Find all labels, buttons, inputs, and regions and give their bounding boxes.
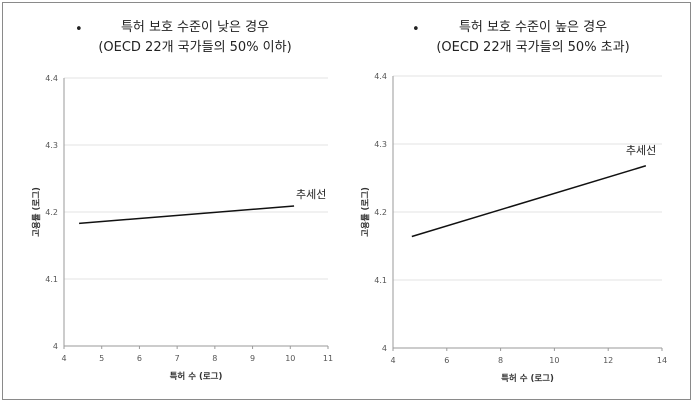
right-y-axis-label: 고용률 (로그)	[360, 187, 371, 237]
right-x-tick-label: 4	[390, 356, 395, 365]
right-plot-group: 4 4.1 4.2 4.3 4.4 4 6 8 10 12 14 특허 수 (로그) 고용률 (로그) 추…	[360, 72, 667, 384]
figure-frame	[2, 2, 691, 400]
left-x-axis-label: 특허 수 (로그)	[170, 371, 223, 382]
right-chart-title: 특허 보호 수준이 높은 경우 (OECD 22개 국가들의 50% 초과)	[423, 18, 643, 58]
right-x-tick-label: 6	[444, 356, 449, 365]
right-y-tick-label: 4	[382, 344, 387, 353]
left-x-tick-label: 6	[137, 354, 142, 363]
left-y-axis-label: 고용률 (로그)	[31, 187, 42, 237]
left-y-tick-label: 4.4	[45, 74, 58, 83]
right-trend-line	[411, 165, 647, 238]
left-x-tick-label: 11	[323, 354, 333, 363]
right-x-tick-label: 12	[603, 356, 613, 365]
left-x-tick-label: 7	[175, 354, 180, 363]
right-x-tick-label: 10	[549, 356, 559, 365]
right-x-axis-label: 특허 수 (로그)	[501, 373, 554, 384]
left-trend-line-label: 추세선	[296, 188, 326, 201]
left-bullet: •	[75, 22, 83, 37]
left-plot-group: 4 4.1 4.2 4.3 4.4 4 5 6 7 8 9 10 11 특허 수 (로그) 고용률 (로그)…	[31, 74, 333, 382]
left-title-line-1: 특허 보호 수준이 낮은 경우	[120, 20, 270, 35]
left-x-tick-label: 9	[250, 354, 255, 363]
right-trend-line-label: 추세선	[626, 144, 656, 157]
left-x-tick-label: 10	[285, 354, 295, 363]
right-y-tick-label: 4.2	[374, 208, 387, 217]
left-chart-title: 특허 보호 수준이 낮은 경우 (OECD 22개 국가들의 50% 이하)	[85, 18, 305, 58]
left-trend-line	[79, 205, 295, 225]
right-y-tick-label: 4.1	[374, 276, 387, 285]
left-x-tick-label: 5	[99, 354, 104, 363]
left-y-tick-label: 4.2	[45, 208, 58, 217]
right-x-tick-label: 8	[498, 356, 503, 365]
right-y-tick-label: 4.3	[374, 140, 387, 149]
left-x-tick-label: 4	[61, 354, 66, 363]
left-y-tick-label: 4.1	[45, 275, 58, 284]
left-x-tick-label: 8	[212, 354, 217, 363]
left-title-line-2: (OECD 22개 국가들의 50% 이하)	[98, 40, 292, 55]
right-title-line-2: (OECD 22개 국가들의 50% 초과)	[436, 40, 630, 55]
right-title-line-1: 특허 보호 수준이 높은 경우	[458, 20, 608, 35]
left-y-tick-label: 4	[53, 342, 58, 351]
left-y-tick-label: 4.3	[45, 141, 58, 150]
right-x-tick-label: 14	[657, 356, 667, 365]
right-y-tick-label: 4.4	[374, 72, 387, 81]
right-bullet: •	[412, 22, 420, 37]
